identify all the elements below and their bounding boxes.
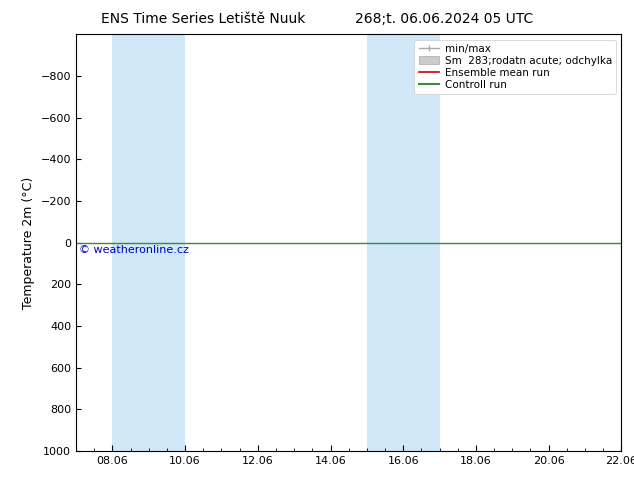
Text: © weatheronline.cz: © weatheronline.cz	[79, 245, 189, 255]
Bar	[112, 34, 185, 451]
Y-axis label: Temperature 2m (°C): Temperature 2m (°C)	[22, 176, 35, 309]
Text: ENS Time Series Letiště Nuuk: ENS Time Series Letiště Nuuk	[101, 12, 305, 26]
Legend: min/max, Sm  283;rodatn acute; odchylka, Ensemble mean run, Controll run: min/max, Sm 283;rodatn acute; odchylka, …	[415, 40, 616, 94]
Bar	[367, 34, 439, 451]
Text: 268;t. 06.06.2024 05 UTC: 268;t. 06.06.2024 05 UTC	[354, 12, 533, 26]
